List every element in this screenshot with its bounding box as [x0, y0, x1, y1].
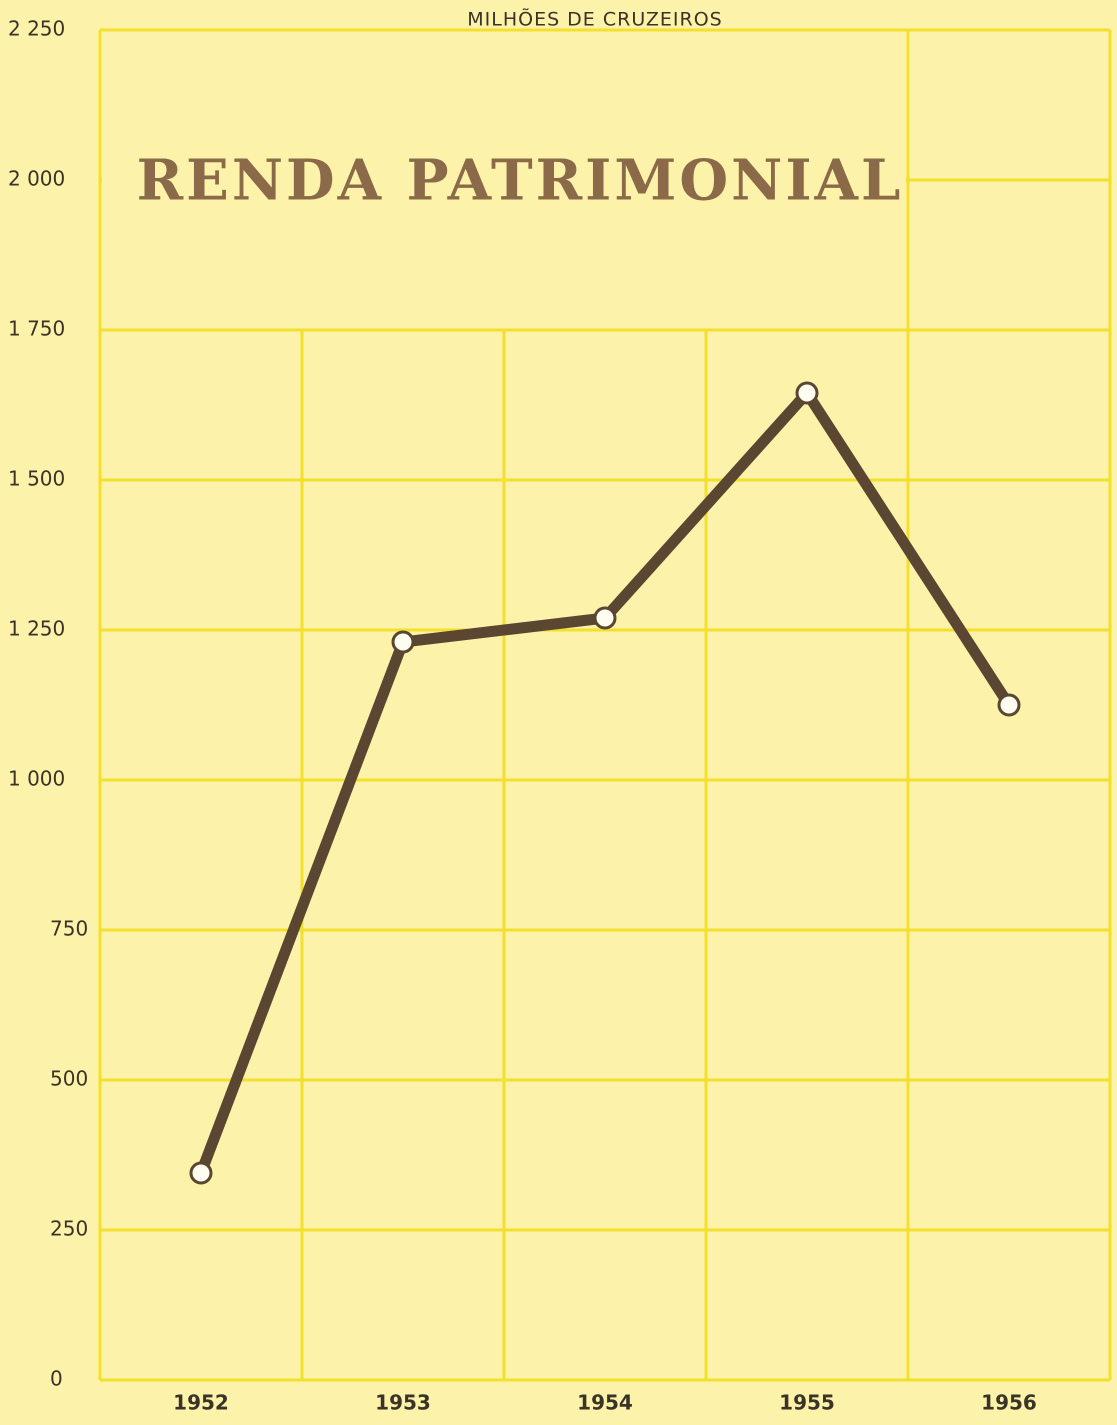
grid	[98, 28, 1112, 1382]
chart-title: RENDA PATRIMONIAL	[137, 148, 904, 214]
x-tick-label: 1952	[173, 1391, 229, 1415]
y-tick-label: 500	[50, 1067, 88, 1091]
y-tick-label: 2 000	[8, 167, 65, 191]
y-tick-label: 1 500	[8, 467, 65, 491]
y-tick-label: 2 250	[8, 17, 65, 41]
y-tick-label: 1 250	[8, 617, 65, 641]
x-tick-label: 1955	[779, 1391, 835, 1415]
y-tick-label: 250	[50, 1217, 88, 1241]
y-tick-label: 1 750	[8, 317, 65, 341]
point	[189, 1161, 213, 1185]
point	[997, 693, 1021, 717]
x-tick-label: 1954	[577, 1391, 633, 1415]
y-tick-label: 750	[50, 917, 88, 941]
title-panel	[102, 32, 906, 328]
point	[795, 381, 819, 405]
point	[391, 630, 415, 654]
x-tick-label: 1953	[375, 1391, 431, 1415]
y-tick-label: 0	[50, 1367, 63, 1391]
x-tick-label: 1956	[981, 1391, 1037, 1415]
y-tick-label: 1 000	[8, 767, 65, 791]
point	[593, 606, 617, 630]
y-axis-label: MILHÕES DE CRUZEIROS	[467, 8, 723, 31]
